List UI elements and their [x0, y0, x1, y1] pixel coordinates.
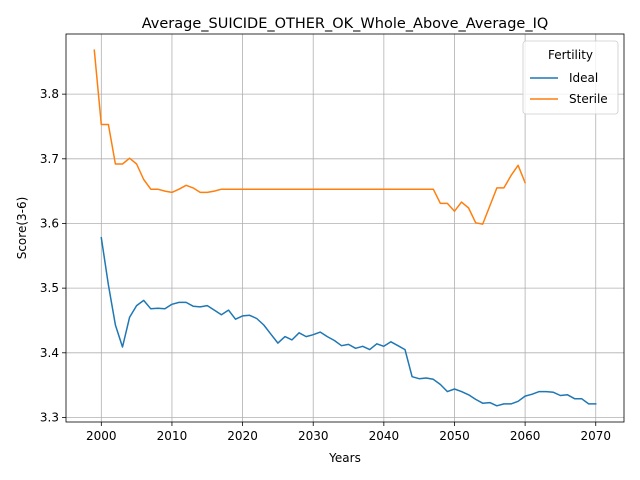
legend-label-ideal: Ideal — [569, 71, 598, 85]
x-tick-label: 2030 — [298, 429, 329, 443]
plot-frame — [65, 33, 625, 423]
y-tick-label: 3.8 — [40, 87, 59, 101]
x-tick-label: 2020 — [227, 429, 258, 443]
series-line-sterile — [93, 49, 527, 225]
x-axis-label: Years — [328, 451, 361, 465]
series-lines — [93, 49, 597, 407]
series-line-ideal — [100, 236, 597, 407]
x-tick-label: 2050 — [439, 429, 470, 443]
x-tick-label: 2000 — [86, 429, 117, 443]
legend-label-sterile: Sterile — [569, 92, 608, 106]
legend: Fertility Ideal Sterile — [522, 40, 619, 115]
legend-entries: Ideal Sterile — [530, 71, 608, 106]
chart-title: Average_SUICIDE_OTHER_OK_Whole_Above_Ave… — [142, 16, 549, 32]
y-axis-label: Score(3-6) — [15, 197, 29, 260]
y-tick-label: 3.6 — [40, 216, 59, 230]
legend-box — [522, 40, 619, 115]
axis-ticks: 2000 2010 2020 2030 2040 2050 2060 2070 3.3 3.4 3.… — [40, 87, 611, 443]
y-tick-label: 3.3 — [40, 410, 59, 424]
x-tick-label: 2010 — [157, 429, 188, 443]
x-tick-label: 2070 — [580, 429, 611, 443]
y-tick-label: 3.5 — [40, 281, 59, 295]
legend-title: Fertility — [548, 48, 593, 62]
x-tick-label: 2040 — [369, 429, 400, 443]
y-tick-label: 3.7 — [40, 152, 59, 166]
x-tick-label: 2060 — [510, 429, 541, 443]
y-tick-label: 3.4 — [40, 346, 59, 360]
